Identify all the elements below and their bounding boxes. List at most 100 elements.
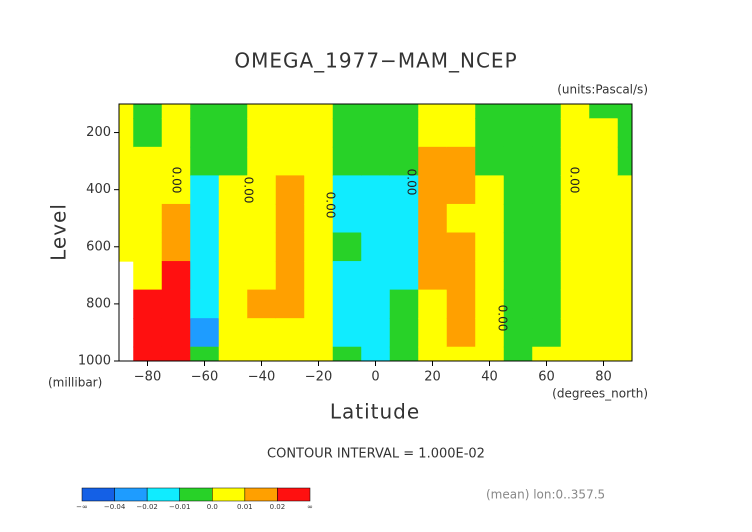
- contour-cell: [332, 118, 362, 148]
- contour-cell: [275, 261, 305, 291]
- contour-cell: [304, 346, 334, 361]
- contour-cell: [247, 118, 277, 148]
- contour-cell: [275, 346, 305, 361]
- contour-cell: [560, 318, 590, 348]
- contour-cell: [119, 203, 134, 234]
- contour-cell: [133, 318, 163, 348]
- contour-cell: [361, 261, 391, 291]
- contour-cell: [275, 289, 305, 319]
- contour-cell: [446, 232, 476, 262]
- contour-cell: [617, 146, 632, 176]
- contour-cell: [304, 232, 334, 262]
- contour-cell: [418, 175, 448, 205]
- contour-cell: [503, 175, 533, 205]
- contour-interval: CONTOUR INTERVAL = 1.000E-02: [267, 447, 485, 462]
- colorbar-box: [81, 487, 115, 502]
- contour-cell: [418, 118, 448, 148]
- contour-cell: [617, 318, 632, 348]
- contour-cell: [475, 146, 505, 176]
- contour-cell: [133, 175, 163, 205]
- contour-cell: [532, 146, 562, 176]
- contour-cell: [247, 289, 277, 319]
- contour-label: 0.00: [324, 192, 338, 219]
- contour-cell: [560, 146, 590, 176]
- colorbar-box: [244, 487, 278, 502]
- contour-cell: [190, 318, 220, 348]
- contour-cell: [503, 104, 533, 119]
- contour-cell: [446, 203, 476, 234]
- contour-cell: [475, 118, 505, 148]
- contour-cell: [247, 318, 277, 348]
- contour-cell: [218, 118, 248, 148]
- contour-cell: [503, 261, 533, 291]
- contour-cell: [161, 318, 191, 348]
- contour-cell: [190, 175, 220, 205]
- contour-cell: [304, 261, 334, 291]
- colorbar-label: 0.0: [207, 503, 218, 511]
- contour-cell: [418, 289, 448, 319]
- contour-cell: [161, 289, 191, 319]
- contour-cell: [361, 175, 391, 205]
- x-tick-label: −60: [191, 370, 218, 385]
- contour-cell: [332, 232, 362, 262]
- contour-cell: [389, 203, 419, 234]
- contour-cell: [389, 104, 419, 119]
- contour-cell: [418, 203, 448, 234]
- contour-cell: [475, 232, 505, 262]
- contour-cell: [361, 118, 391, 148]
- contour-cell: [361, 146, 391, 176]
- contour-cell: [190, 203, 220, 234]
- contour-cell: [119, 175, 134, 205]
- contour-cell: [503, 118, 533, 148]
- contour-cell: [389, 118, 419, 148]
- contour-cell: [532, 203, 562, 234]
- contour-cell: [190, 146, 220, 176]
- contour-cell: [332, 261, 362, 291]
- contour-cell: [389, 146, 419, 176]
- contour-cell: [332, 346, 362, 361]
- contour-cell: [589, 104, 619, 119]
- contour-cell: [560, 261, 590, 291]
- contour-cell: [475, 104, 505, 119]
- contour-cell: [503, 232, 533, 262]
- colorbar-box: [277, 487, 311, 502]
- contour-cell: [560, 289, 590, 319]
- contour-cell: [361, 346, 391, 361]
- contour-cell: [304, 289, 334, 319]
- contour-cell: [617, 232, 632, 262]
- contour-cell: [617, 203, 632, 234]
- contour-cell: [446, 118, 476, 148]
- colorbar-label: −0.04: [104, 503, 126, 511]
- contour-cell: [247, 146, 277, 176]
- x-tick-label: 80: [595, 370, 612, 385]
- contour-cell: [389, 175, 419, 205]
- contour-cell: [560, 175, 590, 205]
- contour-cell: [560, 203, 590, 234]
- x-tick-label: −20: [305, 370, 332, 385]
- footnote: (mean) lon:0..357.5: [486, 488, 605, 502]
- contour-cell: [418, 261, 448, 291]
- contour-cell: [332, 289, 362, 319]
- x-tick-label: −40: [248, 370, 275, 385]
- colorbar-label: −0.01: [169, 503, 190, 511]
- contour-cell: [218, 232, 248, 262]
- contour-cell: [133, 203, 163, 234]
- contour-cell: [589, 203, 619, 234]
- contour-cell: [275, 318, 305, 348]
- chart-title: OMEGA_1977−MAM_NCEP: [234, 49, 517, 73]
- contour-cell: [133, 146, 163, 176]
- contour-cell: [389, 261, 419, 291]
- contour-cell: [389, 289, 419, 319]
- contour-cell: [446, 261, 476, 291]
- x-tick-label: 20: [424, 370, 441, 385]
- y-tick-label: 400: [86, 182, 111, 197]
- contour-cell: [332, 175, 362, 205]
- contour-cell: [475, 261, 505, 291]
- contour-cell: [133, 261, 163, 291]
- x-tick-label: 60: [538, 370, 555, 385]
- contour-cell: [589, 232, 619, 262]
- colorbar-box: [212, 487, 246, 502]
- contour-label: 0.00: [496, 305, 510, 332]
- y-tick-label: 800: [86, 296, 111, 311]
- contour-cell: [275, 175, 305, 205]
